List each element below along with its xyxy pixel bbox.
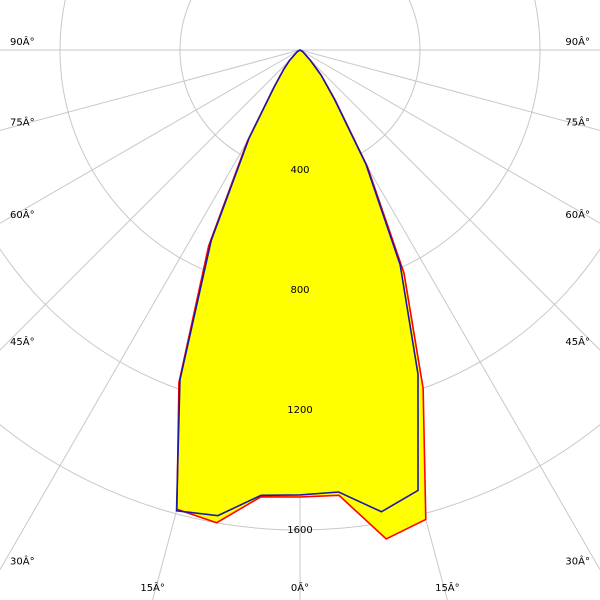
grid-ray [299,49,600,351]
curve-fill [176,50,419,516]
angle-label: 60Â° [565,208,590,221]
angle-label: 30Â° [10,555,35,568]
intensity-curve [175,49,419,517]
grid-ray [0,49,301,131]
angle-label: 0Â° [291,581,309,594]
grid-ray [0,49,301,351]
angle-label: 75Â° [565,115,590,128]
angle-label: 30Â° [565,555,590,568]
grid-ray [299,49,600,224]
ring-label: 400 [290,165,309,176]
angle-label: 90Â° [10,35,35,48]
angle-label: 15Â° [140,581,165,594]
ring-label: 800 [290,285,309,296]
ring-label: 1200 [287,405,312,416]
ring-label: 1600 [287,525,312,536]
grid-ray [0,49,301,224]
angle-label: 15Â° [435,581,460,594]
angle-label: 45Â° [10,335,35,348]
angle-label: 90Â° [565,35,590,48]
angle-label: 60Â° [10,208,35,221]
grid-ray [299,49,600,131]
angle-label: 45Â° [565,335,590,348]
angle-label: 75Â° [10,115,35,128]
